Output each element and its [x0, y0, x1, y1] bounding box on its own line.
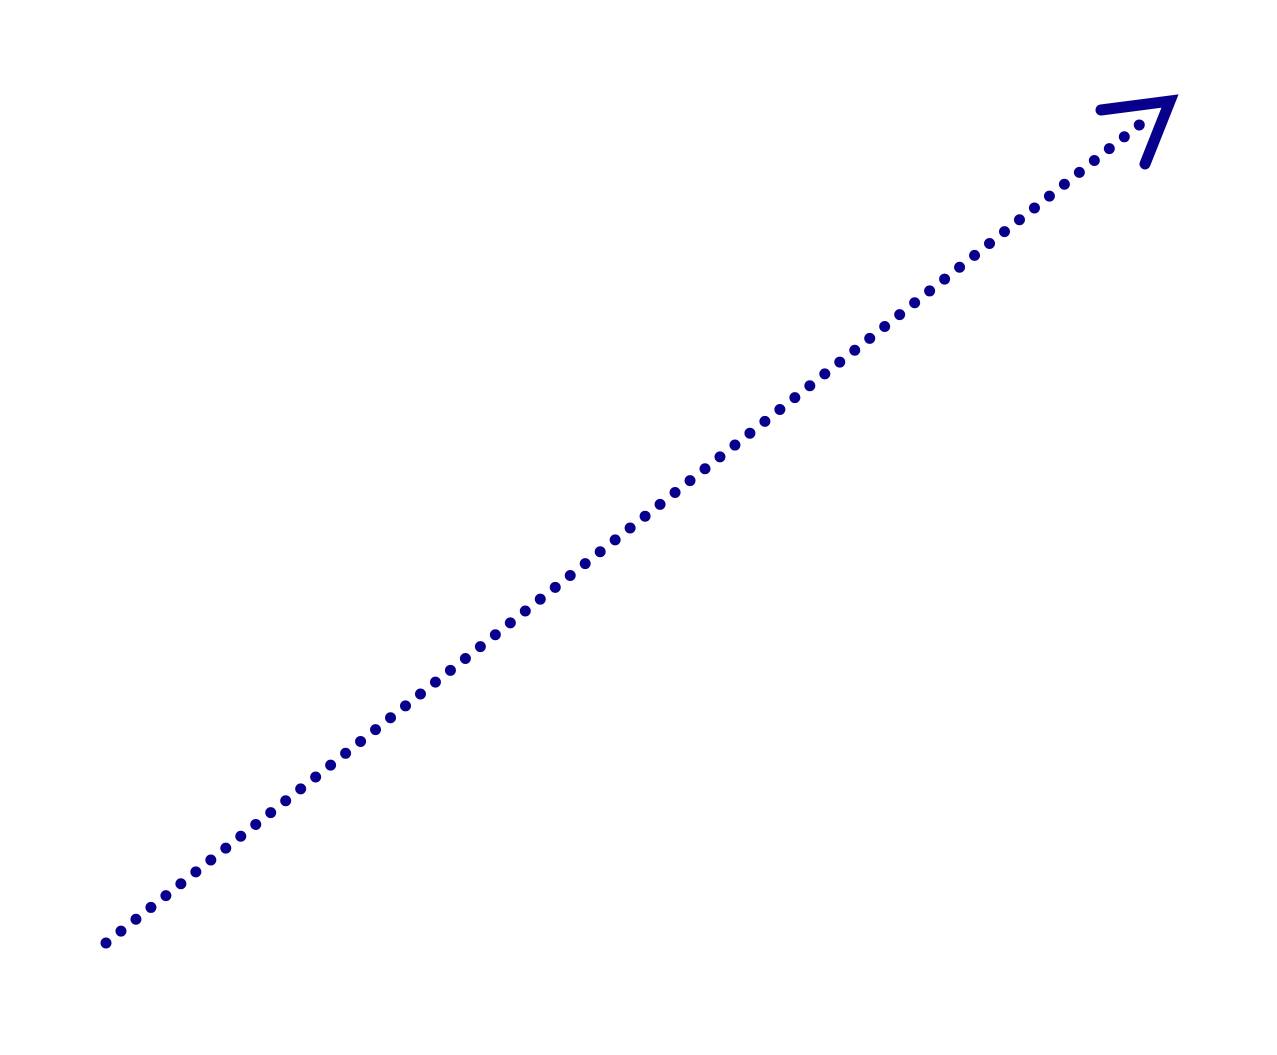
arrow-head	[1095, 94, 1179, 170]
